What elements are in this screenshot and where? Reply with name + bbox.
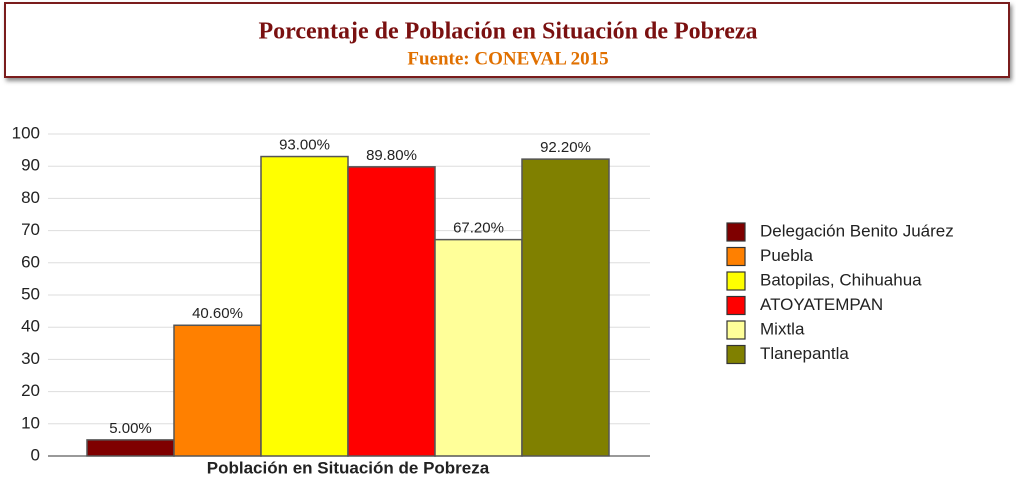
data-label: 89.80% <box>366 147 417 164</box>
legend-swatch <box>726 246 746 267</box>
chart-subtitle: Fuente: CONEVAL 2015 <box>407 48 608 69</box>
bar <box>434 238 523 457</box>
bar <box>86 439 175 457</box>
data-label: 93.00% <box>279 137 330 154</box>
legend-swatch <box>726 320 746 340</box>
data-label: 5.00% <box>109 420 152 437</box>
legend-label: Batopilas, Chihuahua <box>760 270 922 289</box>
bar <box>260 155 349 457</box>
legend-swatch <box>726 344 746 365</box>
legend-swatch <box>726 295 746 316</box>
data-label: 67.20% <box>453 220 504 237</box>
y-tick-label: 10 <box>21 413 40 432</box>
legend-label: Delegación Benito Juárez <box>760 221 954 240</box>
legend-label: Tlanepantla <box>760 344 849 363</box>
data-label: 40.60% <box>192 305 243 322</box>
y-tick-label: 80 <box>21 188 40 207</box>
header-box <box>4 2 1010 78</box>
y-tick-label: 100 <box>12 123 40 142</box>
y-tick-label: 60 <box>21 252 40 271</box>
legend-swatch <box>726 222 746 242</box>
bar <box>521 158 610 457</box>
y-tick-label: 50 <box>21 284 40 303</box>
chart-title: Porcentaje de Población en Situación de … <box>258 19 757 45</box>
legend-label: Mixtla <box>760 319 805 338</box>
legend-label: ATOYATEMPAN <box>760 295 883 314</box>
legend-label: Puebla <box>760 246 813 265</box>
x-tick-label: Población en Situación de Pobreza <box>207 458 490 477</box>
y-tick-label: 30 <box>21 349 40 368</box>
y-tick-label: 70 <box>21 220 40 239</box>
bar <box>347 166 436 457</box>
data-label: 92.20% <box>540 139 591 156</box>
y-tick-label: 90 <box>21 156 40 175</box>
y-tick-label: 40 <box>21 317 40 336</box>
y-tick-label: 0 <box>31 445 40 464</box>
legend-swatch <box>726 271 746 291</box>
y-tick-label: 20 <box>21 381 40 400</box>
bar <box>173 324 262 457</box>
